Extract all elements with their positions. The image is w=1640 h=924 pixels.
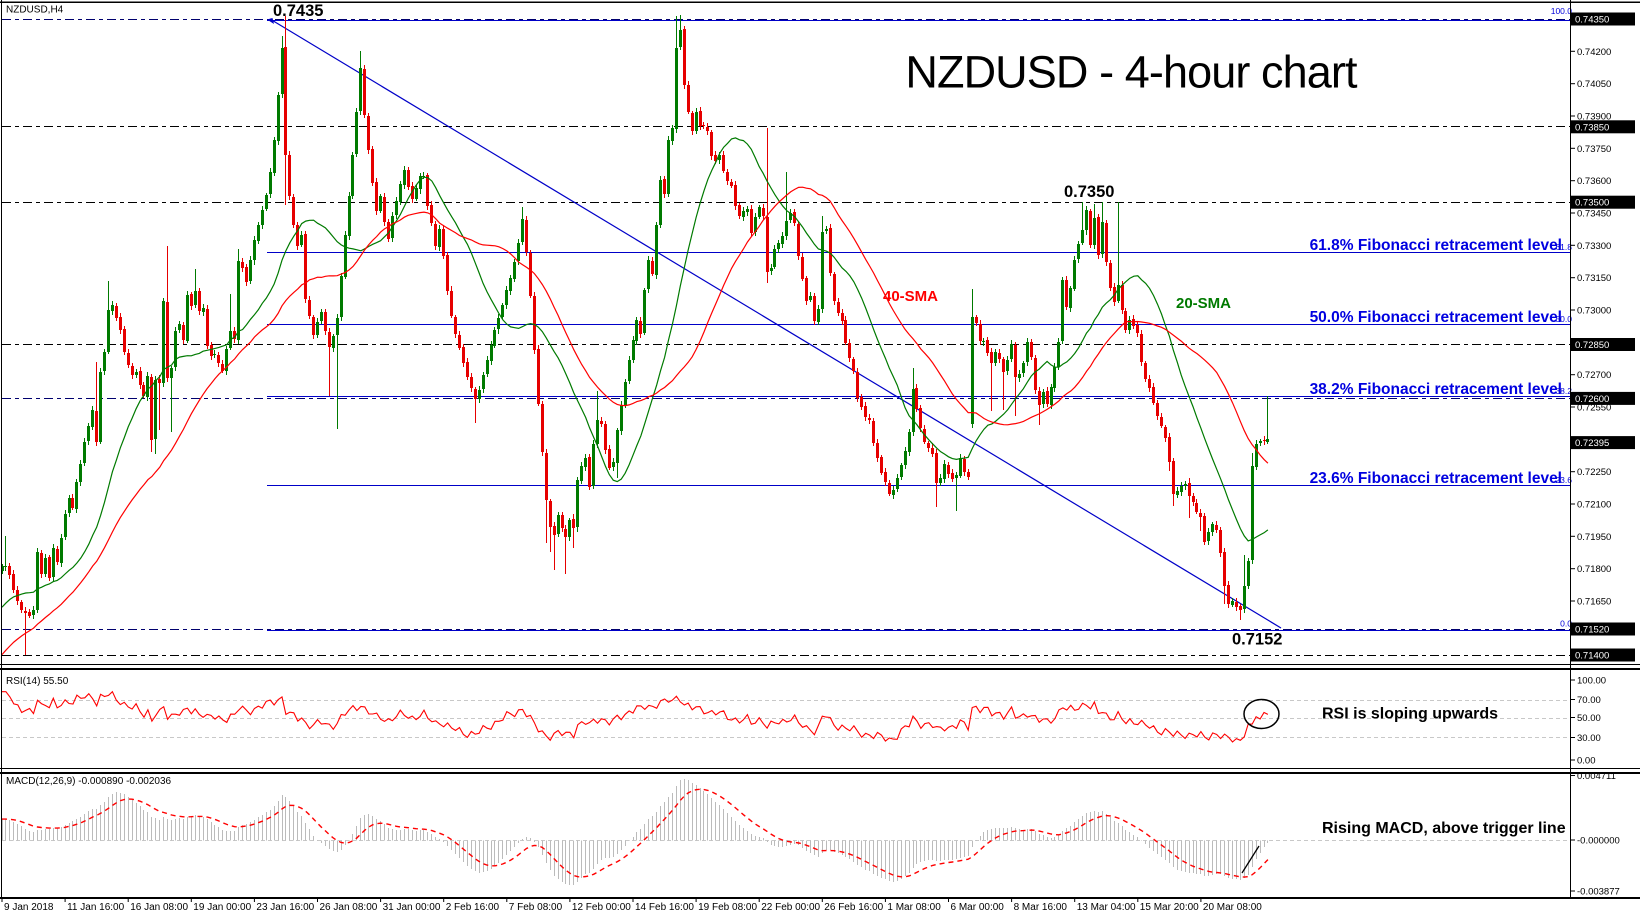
svg-text:23.6% Fibonacci retracement le: 23.6% Fibonacci retracement level bbox=[1310, 470, 1562, 487]
svg-text:0.74200: 0.74200 bbox=[1577, 47, 1611, 58]
svg-text:61.8% Fibonacci retracement le: 61.8% Fibonacci retracement level bbox=[1310, 237, 1562, 254]
svg-text:70.00: 70.00 bbox=[1577, 695, 1601, 706]
svg-text:7 Feb 08:00: 7 Feb 08:00 bbox=[509, 902, 563, 913]
svg-text:20 Mar 08:00: 20 Mar 08:00 bbox=[1203, 902, 1262, 913]
svg-text:0.73900: 0.73900 bbox=[1577, 112, 1611, 123]
svg-text:100.00: 100.00 bbox=[1577, 676, 1606, 687]
svg-text:RSI(14) 55.50: RSI(14) 55.50 bbox=[6, 676, 69, 687]
svg-text:40-SMA: 40-SMA bbox=[883, 288, 938, 305]
svg-text:0.0: 0.0 bbox=[1560, 619, 1572, 629]
svg-text:0.72550: 0.72550 bbox=[1577, 403, 1611, 414]
svg-text:38.2: 38.2 bbox=[1555, 386, 1572, 396]
svg-text:16 Jan 08:00: 16 Jan 08:00 bbox=[130, 902, 188, 913]
svg-text:0.00: 0.00 bbox=[1577, 756, 1596, 767]
svg-text:9 Jan 2018: 9 Jan 2018 bbox=[4, 902, 54, 913]
svg-text:23.6: 23.6 bbox=[1555, 475, 1572, 485]
svg-text:0.71950: 0.71950 bbox=[1577, 532, 1611, 543]
svg-text:30.00: 30.00 bbox=[1577, 733, 1601, 744]
svg-text:0.71520: 0.71520 bbox=[1575, 625, 1609, 636]
svg-text:61.8: 61.8 bbox=[1555, 242, 1572, 252]
svg-text:6 Mar 00:00: 6 Mar 00:00 bbox=[951, 902, 1005, 913]
svg-text:0.73500: 0.73500 bbox=[1575, 198, 1609, 209]
svg-text:2 Feb 16:00: 2 Feb 16:00 bbox=[446, 902, 500, 913]
svg-text:26 Feb 16:00: 26 Feb 16:00 bbox=[824, 902, 883, 913]
svg-text:14 Feb 16:00: 14 Feb 16:00 bbox=[635, 902, 694, 913]
svg-text:0.71800: 0.71800 bbox=[1577, 564, 1611, 575]
svg-text:RSI is sloping upwards: RSI is sloping upwards bbox=[1322, 706, 1498, 723]
svg-text:0.72850: 0.72850 bbox=[1575, 340, 1609, 351]
svg-text:12 Feb 00:00: 12 Feb 00:00 bbox=[572, 902, 631, 913]
svg-text:50.0% Fibonacci retracement le: 50.0% Fibonacci retracement level bbox=[1310, 309, 1562, 326]
svg-text:0.73850: 0.73850 bbox=[1575, 122, 1609, 133]
svg-text:8 Mar 16:00: 8 Mar 16:00 bbox=[1014, 902, 1068, 913]
svg-text:-0.000000: -0.000000 bbox=[1577, 836, 1620, 847]
svg-text:1 Mar 08:00: 1 Mar 08:00 bbox=[887, 902, 941, 913]
svg-text:13 Mar 04:00: 13 Mar 04:00 bbox=[1077, 902, 1136, 913]
svg-text:0.73300: 0.73300 bbox=[1577, 241, 1611, 252]
svg-text:0.74350: 0.74350 bbox=[1575, 15, 1609, 26]
svg-text:0.71650: 0.71650 bbox=[1577, 597, 1611, 608]
svg-text:26 Jan 08:00: 26 Jan 08:00 bbox=[320, 902, 378, 913]
svg-text:0.7152: 0.7152 bbox=[1232, 631, 1282, 649]
svg-text:0.72395: 0.72395 bbox=[1575, 438, 1609, 449]
svg-text:0.7435: 0.7435 bbox=[273, 2, 323, 20]
svg-text:0.7350: 0.7350 bbox=[1064, 183, 1114, 201]
svg-text:50.0: 50.0 bbox=[1555, 314, 1572, 324]
svg-text:15 Mar 20:00: 15 Mar 20:00 bbox=[1140, 902, 1199, 913]
svg-text:0.73000: 0.73000 bbox=[1577, 306, 1611, 317]
svg-text:0.72700: 0.72700 bbox=[1577, 370, 1611, 381]
svg-text:0.72250: 0.72250 bbox=[1577, 467, 1611, 478]
svg-text:19 Jan 00:00: 19 Jan 00:00 bbox=[193, 902, 251, 913]
svg-text:0.71400: 0.71400 bbox=[1575, 651, 1609, 662]
svg-text:0.72600: 0.72600 bbox=[1575, 394, 1609, 405]
svg-text:100.0: 100.0 bbox=[1551, 6, 1573, 16]
svg-text:0.73750: 0.73750 bbox=[1577, 144, 1611, 155]
svg-text:MACD(12,26,9) -0.000890 -0.002: MACD(12,26,9) -0.000890 -0.002036 bbox=[6, 776, 172, 787]
svg-text:0.73150: 0.73150 bbox=[1577, 273, 1611, 284]
svg-text:0.73600: 0.73600 bbox=[1577, 176, 1611, 187]
svg-text:Rising MACD, above trigger lin: Rising MACD, above trigger line bbox=[1322, 820, 1566, 837]
svg-text:19 Feb 08:00: 19 Feb 08:00 bbox=[698, 902, 757, 913]
svg-text:0.73450: 0.73450 bbox=[1577, 209, 1611, 220]
svg-text:NZDUSD - 4-hour chart: NZDUSD - 4-hour chart bbox=[905, 47, 1358, 98]
svg-text:23 Jan 16:00: 23 Jan 16:00 bbox=[256, 902, 314, 913]
svg-text:38.2% Fibonacci retracement le: 38.2% Fibonacci retracement level bbox=[1310, 381, 1562, 398]
svg-text:22 Feb 00:00: 22 Feb 00:00 bbox=[761, 902, 820, 913]
svg-text:50.00: 50.00 bbox=[1577, 713, 1601, 724]
svg-text:31 Jan 00:00: 31 Jan 00:00 bbox=[383, 902, 441, 913]
svg-text:0.74050: 0.74050 bbox=[1577, 79, 1611, 90]
svg-text:-0.003877: -0.003877 bbox=[1577, 887, 1620, 898]
svg-text:NZDUSD,H4: NZDUSD,H4 bbox=[6, 5, 64, 16]
svg-text:0.004711: 0.004711 bbox=[1577, 771, 1616, 782]
svg-text:0.72100: 0.72100 bbox=[1577, 500, 1611, 511]
svg-text:11 Jan 16:00: 11 Jan 16:00 bbox=[67, 902, 125, 913]
svg-text:20-SMA: 20-SMA bbox=[1176, 295, 1231, 312]
